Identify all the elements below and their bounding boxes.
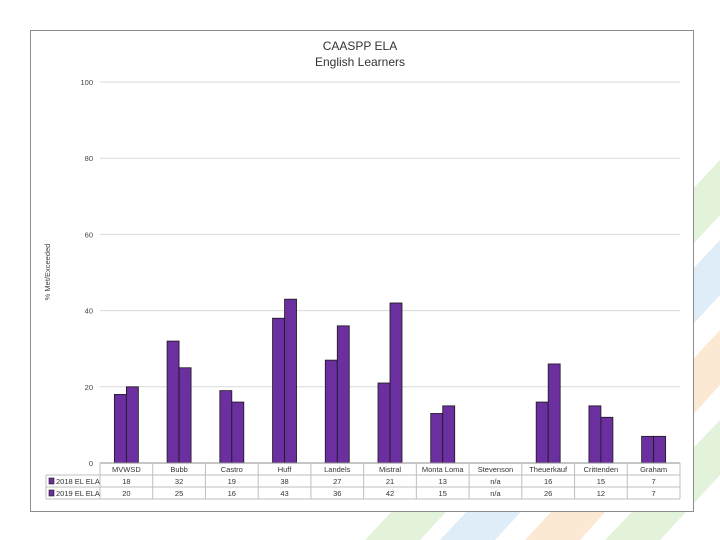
data-label: 32 <box>175 477 183 486</box>
data-label: 25 <box>175 489 183 498</box>
bar-2019 <box>231 401 245 464</box>
bar-2018 <box>641 435 655 464</box>
data-label: 21 <box>386 477 394 486</box>
category-label: Monta Loma <box>422 465 465 474</box>
legend-swatch <box>48 489 55 497</box>
bar-2019 <box>336 325 350 464</box>
bar-2019 <box>600 416 614 464</box>
bar-2018 <box>113 394 127 464</box>
chart-frame <box>30 30 694 512</box>
y-tick-labels: 0 20 40 60 80 100 <box>80 78 93 468</box>
bar-2019 <box>653 435 667 464</box>
y-tick-label: 40 <box>85 307 93 316</box>
category-label: Bubb <box>170 465 188 474</box>
data-label: 15 <box>597 477 605 486</box>
bar-2018 <box>272 317 285 464</box>
category-label: Graham <box>640 465 667 474</box>
legend-swatch <box>48 477 55 485</box>
data-label: n/a <box>490 477 501 486</box>
chart-title: CAASPP ELA <box>323 39 397 53</box>
category-label: Stevenson <box>478 465 513 474</box>
bar-2018 <box>166 340 180 464</box>
category-label: Mistral <box>379 465 401 474</box>
category-label: MVWSD <box>112 465 141 474</box>
bar-2019 <box>389 302 403 464</box>
bar-2019 <box>547 363 561 464</box>
data-label: 42 <box>386 489 394 498</box>
bar-2018 <box>324 359 338 464</box>
data-label: 26 <box>544 489 552 498</box>
bar-2018 <box>377 382 391 464</box>
data-label: 7 <box>652 477 656 486</box>
category-label: Castro <box>221 465 243 474</box>
legend-entry: 2019 EL ELA <box>56 489 100 498</box>
y-tick-label: 80 <box>85 154 93 163</box>
data-label: 12 <box>597 489 605 498</box>
bar-2018 <box>535 401 549 464</box>
y-axis-label: % Met/Exceeded <box>43 244 52 301</box>
category-label: Theuerkauf <box>529 465 568 474</box>
data-label: 15 <box>439 489 447 498</box>
data-label: 43 <box>280 489 288 498</box>
data-label: 19 <box>228 477 236 486</box>
data-label: 27 <box>333 477 341 486</box>
chart-subtitle: English Learners <box>315 55 405 69</box>
y-tick-label: 0 <box>89 459 93 468</box>
data-label: 36 <box>333 489 341 498</box>
data-label: 18 <box>122 477 130 486</box>
data-label: 20 <box>122 489 130 498</box>
bar-2019 <box>178 367 192 464</box>
bar-2019 <box>125 386 139 464</box>
bars <box>113 298 667 464</box>
legend-entry: 2018 EL ELA <box>56 477 100 486</box>
category-label: Crittenden <box>584 465 619 474</box>
data-table: MVWSD Bubb Castro Huff Landels Mistral Monta L… <box>45 462 681 500</box>
y-tick-label: 60 <box>85 230 93 239</box>
bar-2018 <box>588 405 602 464</box>
data-label: n/a <box>490 489 501 498</box>
bar-2019 <box>284 298 297 464</box>
data-label: 16 <box>228 489 236 498</box>
bar-2018 <box>219 390 233 464</box>
bar-2018 <box>430 413 444 464</box>
data-label: 7 <box>652 489 656 498</box>
y-tick-label: 100 <box>80 78 93 87</box>
category-label: Landels <box>324 465 351 474</box>
y-tick-label: 20 <box>85 383 93 392</box>
data-label: 38 <box>280 477 288 486</box>
data-label: 16 <box>544 477 552 486</box>
data-label: 13 <box>439 477 447 486</box>
category-label: Huff <box>278 465 293 474</box>
bar-2019 <box>442 405 456 464</box>
